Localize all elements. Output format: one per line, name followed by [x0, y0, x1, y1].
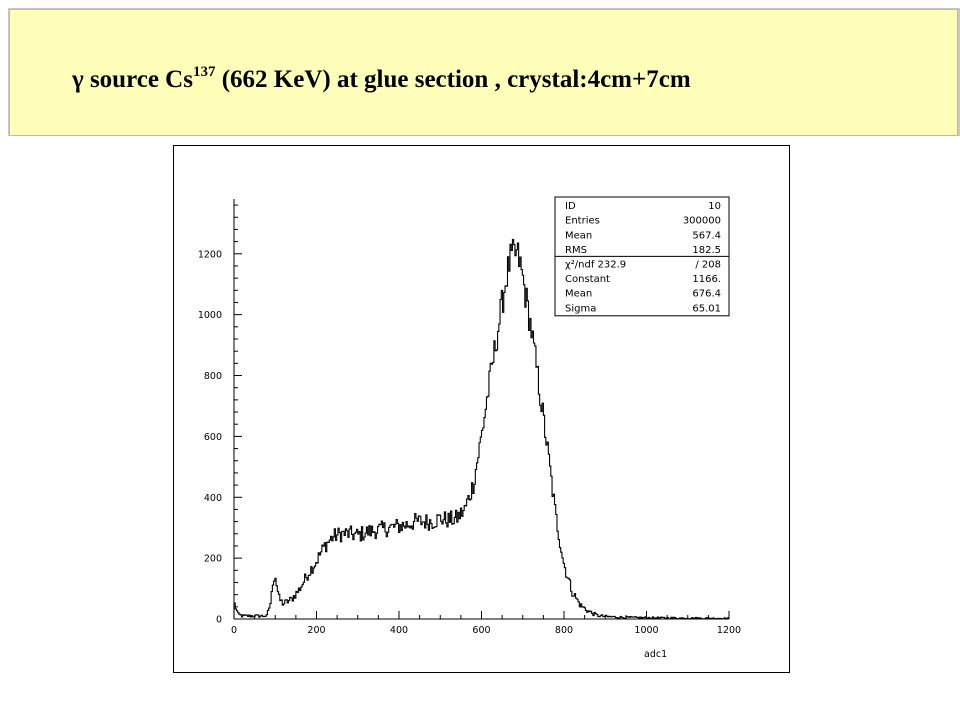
y-tick-label: 0	[216, 615, 222, 626]
y-tick-label: 1200	[198, 249, 222, 260]
plot-frame: 0 200 400 600 800 1000 1200 0 200 400 600 800 1000 12…	[173, 145, 790, 673]
histogram-line	[233, 238, 729, 620]
stats-value: 65.01	[692, 303, 721, 314]
title-suffix: (662 KeV) at glue section , crystal:4cm+…	[215, 66, 691, 93]
slide-title: γ source Cs137 (662 KeV) at glue section…	[72, 64, 691, 94]
title-prefix: γ source Cs	[72, 66, 193, 93]
y-tick-label: 400	[204, 493, 222, 504]
title-banner: γ source Cs137 (662 KeV) at glue section…	[9, 9, 958, 136]
stats-label: ID	[565, 201, 576, 212]
x-axis-label: adc1	[644, 649, 667, 660]
x-tick-label: 1200	[717, 625, 741, 636]
x-tick-label: 0	[231, 625, 237, 636]
x-tick-label: 800	[555, 625, 573, 636]
stats-label: Entries	[565, 216, 600, 227]
x-tick-label: 200	[307, 625, 325, 636]
stats-label: χ²/ndf 232.9	[565, 260, 626, 271]
y-tick-label: 600	[204, 432, 222, 443]
y-tick-label: 1000	[198, 310, 222, 321]
x-tick-label: 1000	[634, 625, 658, 636]
stats-label: Mean	[565, 289, 592, 300]
stats-value: 182.5	[692, 245, 721, 256]
y-tick-label: 800	[204, 371, 222, 382]
histogram-chart: 0 200 400 600 800 1000 1200 0 200 400 600 800 1000 12…	[198, 196, 741, 660]
stats-value: 10	[708, 201, 721, 212]
stats-value: / 208	[695, 260, 721, 271]
x-tick-label: 600	[472, 625, 490, 636]
x-tick-label: 400	[390, 625, 408, 636]
stats-label: RMS	[565, 245, 587, 256]
stats-label: Constant	[565, 274, 610, 285]
title-banner-shadow: γ source Cs137 (662 KeV) at glue section…	[8, 8, 960, 136]
y-tick-label: 200	[204, 554, 222, 565]
stats-value: 1166.	[692, 274, 721, 285]
stats-value: 567.4	[692, 230, 721, 241]
stats-label: Sigma	[565, 303, 596, 314]
title-isotope-mass: 137	[192, 64, 216, 80]
stats-label: Mean	[565, 230, 592, 241]
stats-value: 300000	[683, 216, 721, 227]
stats-value: 676.4	[692, 289, 721, 300]
